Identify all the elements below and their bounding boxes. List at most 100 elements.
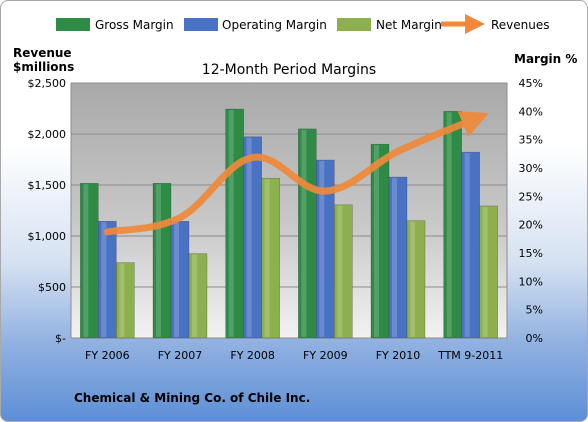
bar-group-operating-margin	[461, 151, 480, 339]
left-axis-label-line2: $millions	[13, 60, 74, 74]
revenue-line	[103, 111, 489, 236]
bar-group-net-margin	[479, 205, 498, 339]
left-tick-label: $1,000	[28, 230, 67, 243]
bar-gross-margin	[298, 128, 317, 339]
right-tick-label: 45%	[519, 77, 543, 90]
legend-label-net-margin: Net Margin	[376, 18, 442, 32]
bar-highlight	[246, 137, 252, 337]
plot-area	[70, 82, 508, 339]
bar-highlight	[301, 129, 307, 337]
bar-group-net-margin	[188, 253, 208, 339]
legend-label-revenues: Revenues	[491, 18, 550, 32]
bar-highlight	[446, 112, 452, 337]
x-tick-label: TTM 9-2011	[437, 349, 503, 362]
legend-swatch-operating-margin	[184, 18, 218, 31]
bar-highlight	[264, 179, 270, 337]
bar-highlight	[101, 222, 107, 337]
left-axis-ticks: $- $500 $1,000 $1,500 $2,000 $2,500	[28, 77, 67, 345]
bar-highlight	[83, 184, 89, 337]
chart-title: 12-Month Period Margins	[202, 62, 376, 78]
bar-net-margin	[116, 262, 135, 339]
bar-net-margin	[479, 205, 498, 339]
bar-highlight	[337, 205, 343, 337]
bar-group-gross-margin	[225, 108, 244, 339]
revenue-line-group	[103, 111, 489, 236]
bar-operating-margin	[461, 151, 480, 339]
bar-highlight	[374, 145, 379, 337]
x-tick-label: FY 2006	[85, 349, 130, 362]
revenue-point	[180, 217, 181, 218]
bar-net-margin	[188, 253, 208, 339]
revenue-point	[325, 191, 326, 192]
left-tick-label: $-	[55, 332, 66, 345]
bar-net-margin	[406, 220, 426, 339]
bar-highlight	[319, 161, 325, 337]
gridlines	[71, 82, 507, 339]
x-tick-label: FY 2009	[303, 349, 348, 362]
legend-swatch-net-margin	[337, 18, 371, 31]
legend-swatch-gross-margin	[56, 18, 90, 31]
company-name: Chemical & Mining Co. of Chile Inc.	[74, 391, 310, 405]
bar-group-net-margin	[334, 204, 353, 339]
bar-group-operating-margin	[170, 221, 190, 339]
legend-label-gross-margin: Gross Margin	[95, 18, 174, 32]
bar-operating-margin	[170, 221, 190, 339]
bar-group-operating-margin	[388, 176, 408, 339]
revenue-point	[107, 231, 108, 232]
bar-operating-margin	[388, 176, 408, 339]
bar-gross-margin	[225, 108, 244, 339]
bar-group-net-margin	[261, 177, 280, 339]
bar-group-gross-margin	[80, 183, 99, 339]
bar-group-operating-margin	[98, 221, 117, 339]
bar-gross-margin	[443, 111, 462, 339]
right-axis-label: Margin %	[514, 52, 577, 66]
bar-highlight	[174, 222, 179, 337]
bar-group-net-margin	[406, 220, 426, 339]
x-tick-label: FY 2010	[376, 349, 421, 362]
left-tick-label: $2,000	[28, 128, 67, 141]
bar-highlight	[192, 254, 197, 337]
bar-operating-margin	[316, 159, 335, 339]
bar-highlight	[482, 206, 488, 337]
left-tick-label: $500	[38, 281, 66, 294]
left-tick-label: $2,500	[28, 77, 67, 90]
bar-group-gross-margin	[298, 128, 317, 339]
bar-operating-margin	[98, 221, 117, 339]
x-axis-ticks: FY 2006 FY 2007 FY 2008 FY 2009 FY 2010 TTM 9…	[85, 349, 503, 362]
right-tick-label: 5%	[526, 304, 543, 317]
x-tick-label: FY 2007	[158, 349, 203, 362]
revenue-point	[470, 120, 471, 121]
right-tick-label: 15%	[519, 247, 543, 260]
bar-operating-margin	[243, 136, 262, 339]
bar-net-margin	[261, 177, 280, 339]
bar-group-gross-margin	[443, 111, 462, 339]
bar-group-net-margin	[116, 262, 135, 339]
bar-group-operating-margin	[316, 159, 335, 339]
bar-group-gross-margin	[370, 143, 390, 339]
left-axis-label-line1: Revenue	[13, 46, 72, 60]
bar-gross-margin	[370, 143, 390, 339]
bar-highlight	[119, 263, 125, 337]
left-tick-label: $1,500	[28, 179, 67, 192]
legend: Gross Margin Operating Margin Net Margin…	[56, 14, 550, 34]
bar-group-operating-margin	[243, 136, 262, 339]
bar-gross-margin	[80, 183, 99, 339]
revenue-point	[398, 151, 399, 152]
bar-group-gross-margin	[152, 183, 172, 339]
bar-highlight	[464, 153, 470, 337]
right-axis-ticks: 0% 5% 10% 15% 20% 25% 30% 35% 40% 45%	[519, 77, 543, 345]
right-tick-label: 35%	[519, 134, 543, 147]
revenue-point	[252, 157, 253, 158]
right-tick-label: 30%	[519, 162, 543, 175]
legend-label-operating-margin: Operating Margin	[222, 18, 327, 32]
right-tick-label: 0%	[526, 332, 543, 345]
right-tick-label: 40%	[519, 105, 543, 118]
bar-net-margin	[334, 204, 353, 339]
right-tick-label: 20%	[519, 219, 543, 232]
right-tick-label: 25%	[519, 190, 543, 203]
right-tick-label: 10%	[519, 275, 543, 288]
x-tick-label: FY 2008	[230, 349, 275, 362]
bar-gross-margin	[152, 183, 172, 339]
